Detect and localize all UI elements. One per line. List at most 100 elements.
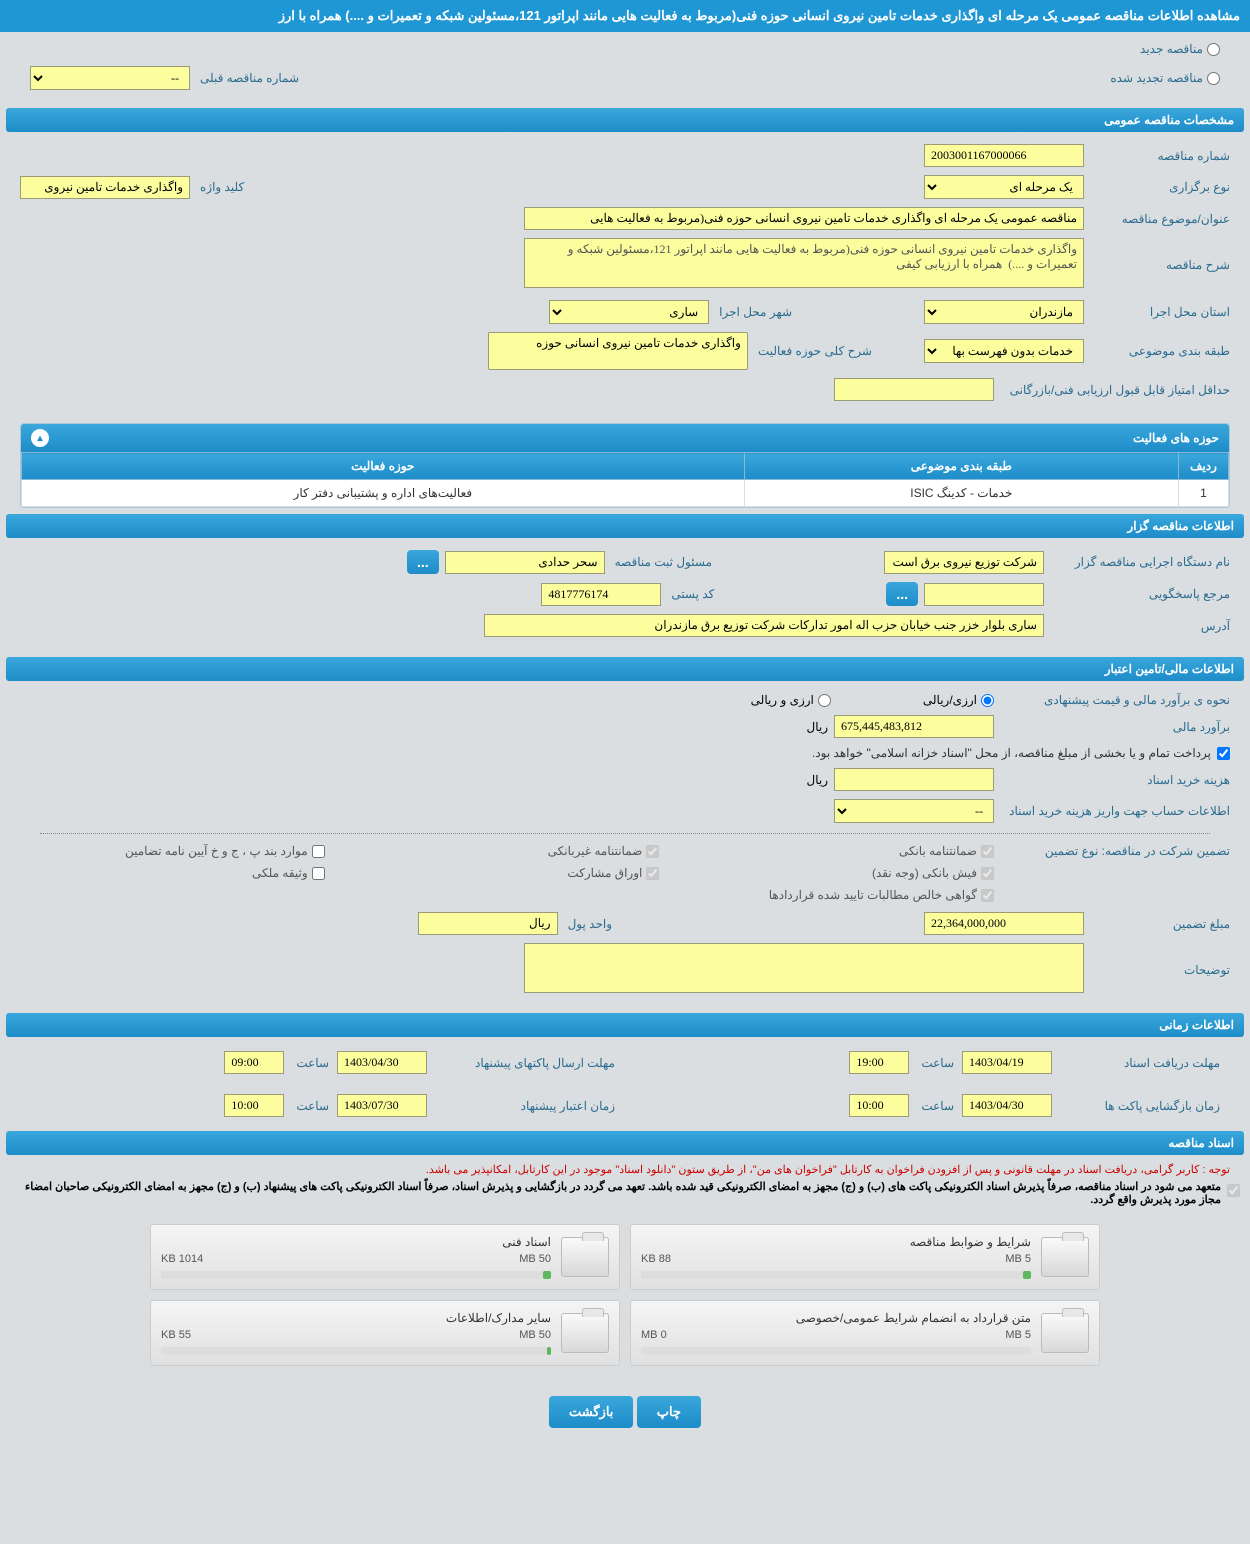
radio-new-tender[interactable] [1207, 43, 1220, 56]
city-select[interactable]: ساری [549, 300, 709, 324]
min-score-label: حداقل امتیاز قابل قبول ارزیابی فنی/بازرگ… [1000, 383, 1230, 397]
notice-red: توجه : کاربر گرامی، دریافت اسناد در مهلت… [0, 1159, 1250, 1180]
desc-label: شرح مناقصه [1090, 238, 1230, 272]
chk-bank-receipt[interactable] [981, 867, 994, 880]
radio-new-label: مناقصه جدید [1136, 42, 1203, 56]
postal-input[interactable] [541, 583, 661, 606]
registrar-label: مسئول ثبت مناقصه [611, 555, 712, 569]
chk-property[interactable] [312, 867, 325, 880]
send-deadline-label: مهلت ارسال پاکتهای پیشنهاد [435, 1056, 615, 1070]
file-box[interactable]: سایر مدارک/اطلاعات 50 MB 55 KB [150, 1300, 620, 1366]
title-label: عنوان/موضوع مناقصه [1090, 212, 1230, 226]
chk-certificate[interactable] [981, 889, 994, 902]
type-select[interactable]: یک مرحله ای [924, 175, 1084, 199]
org-input[interactable] [884, 551, 1044, 574]
keyword-input[interactable] [20, 176, 190, 199]
table-row: 1 خدمات - کدینگ ISIC فعالیت‌های اداره و … [22, 480, 1229, 507]
radio-rial[interactable] [981, 694, 994, 707]
payment-note: پرداخت تمام و یا بخشی از مبلغ مناقصه، از… [812, 746, 1211, 760]
section-timing: اطلاعات زمانی [6, 1013, 1244, 1037]
receive-deadline-time[interactable] [849, 1051, 909, 1074]
registrar-input[interactable] [445, 551, 605, 574]
col-row: ردیف [1179, 453, 1229, 480]
estimate-input[interactable] [834, 715, 994, 738]
doc-cost-unit: ریال [806, 773, 828, 787]
category-label: طبقه بندی موضوعی [1090, 344, 1230, 358]
folder-icon [561, 1313, 609, 1353]
account-info-select[interactable]: -- [834, 799, 994, 823]
chk-bylaw[interactable] [312, 845, 325, 858]
file-box[interactable]: متن قرارداد به انضمام شرایط عمومی/خصوصی … [630, 1300, 1100, 1366]
radio-rial-label: ارزی/ریالی [923, 693, 977, 707]
chk-bank-guarantee[interactable] [981, 845, 994, 858]
receive-deadline-date[interactable] [962, 1051, 1052, 1074]
address-input[interactable] [484, 614, 1044, 637]
open-label: زمان بازگشایی پاکت ها [1060, 1099, 1220, 1113]
notes-textarea[interactable] [524, 943, 1084, 993]
radio-renewed-tender[interactable] [1207, 72, 1220, 85]
unit-input[interactable] [418, 912, 558, 935]
keyword-label: کلید واژه [196, 180, 244, 194]
radio-renewed-label: مناقصه تجدید شده [1106, 71, 1203, 85]
send-deadline-time[interactable] [224, 1051, 284, 1074]
file-title: متن قرارداد به انضمام شرایط عمومی/خصوصی [641, 1311, 1031, 1325]
folder-icon [561, 1237, 609, 1277]
file-box[interactable]: اسناد فنی 50 MB 1014 KB [150, 1224, 620, 1290]
city-label: شهر محل اجرا [715, 305, 792, 319]
tender-number-input[interactable] [924, 144, 1084, 167]
contact-lookup-button[interactable]: ... [886, 582, 918, 606]
back-button[interactable]: بازگشت [549, 1396, 633, 1428]
col-category: طبقه بندی موضوعی [744, 453, 1178, 480]
guarantee-amount-label: مبلغ تضمین [1090, 917, 1230, 931]
validity-time[interactable] [224, 1094, 284, 1117]
guarantee-amount-input[interactable] [924, 912, 1084, 935]
section-documents: اسناد مناقصه [6, 1131, 1244, 1155]
chk-nonbank-guarantee[interactable] [646, 845, 659, 858]
folder-icon [1041, 1313, 1089, 1353]
file-title: اسناد فنی [161, 1235, 551, 1249]
account-info-label: اطلاعات حساب جهت واریز هزینه خرید اسناد [1000, 804, 1230, 818]
min-score-input[interactable] [834, 378, 994, 401]
section-organizer: اطلاعات مناقصه گزار [6, 514, 1244, 538]
doc-cost-input[interactable] [834, 768, 994, 791]
tender-number-label: شماره مناقصه [1090, 149, 1230, 163]
open-date[interactable] [962, 1094, 1052, 1117]
type-label: نوع برگزاری [1090, 180, 1230, 194]
send-deadline-date[interactable] [337, 1051, 427, 1074]
validity-label: زمان اعتبار پیشنهاد [435, 1099, 615, 1113]
estimate-method-label: نحوه ی برآورد مالی و قیمت پیشنهادی [1000, 693, 1230, 707]
collapse-icon[interactable]: ▴ [31, 429, 49, 447]
notice-black: متعهد می شود در اسناد مناقصه، صرفاً پذیر… [0, 1180, 1221, 1214]
area-desc-select[interactable]: واگذاری خدمات تامین نیروی انسانی حوزه [488, 332, 748, 370]
guarantee-label: تضمین شرکت در مناقصه: نوع تضمین [1000, 844, 1230, 858]
page-title: مشاهده اطلاعات مناقصه عمومی یک مرحله ای … [0, 0, 1250, 32]
file-box[interactable]: شرایط و ضوابط مناقصه 5 MB 88 KB [630, 1224, 1100, 1290]
notes-label: توضیحات [1090, 943, 1230, 977]
contact-input[interactable] [924, 583, 1044, 606]
payment-checkbox[interactable] [1217, 747, 1230, 760]
print-button[interactable]: چاپ [637, 1396, 701, 1428]
category-select[interactable]: خدمات بدون فهرست بها [924, 339, 1084, 363]
title-input[interactable] [524, 207, 1084, 230]
prev-number-label: شماره مناقصه قبلی [196, 71, 299, 85]
area-desc-label: شرح کلی حوزه فعالیت [754, 344, 872, 358]
file-title: شرایط و ضوابط مناقصه [641, 1235, 1031, 1249]
province-select[interactable]: مازندران [924, 300, 1084, 324]
doc-cost-label: هزینه خرید اسناد [1000, 773, 1230, 787]
activity-panel-title: حوزه های فعالیت [1133, 431, 1219, 445]
desc-textarea[interactable]: واگذاری خدمات تامین نیروی انسانی حوزه فن… [524, 238, 1084, 288]
section-financial: اطلاعات مالی/تامین اعتبار [6, 657, 1244, 681]
currency-unit: ریال [806, 720, 828, 734]
postal-label: کد پستی [667, 587, 714, 601]
receive-deadline-label: مهلت دریافت اسناد [1060, 1056, 1220, 1070]
section-general: مشخصات مناقصه عمومی [6, 108, 1244, 132]
col-activity: حوزه فعالیت [22, 453, 745, 480]
prev-number-select[interactable]: -- [30, 66, 190, 90]
chk-participation[interactable] [646, 867, 659, 880]
validity-date[interactable] [337, 1094, 427, 1117]
radio-currency[interactable] [818, 694, 831, 707]
registrar-lookup-button[interactable]: ... [407, 550, 439, 574]
open-time[interactable] [849, 1094, 909, 1117]
commitment-checkbox[interactable] [1227, 1184, 1240, 1197]
file-title: سایر مدارک/اطلاعات [161, 1311, 551, 1325]
